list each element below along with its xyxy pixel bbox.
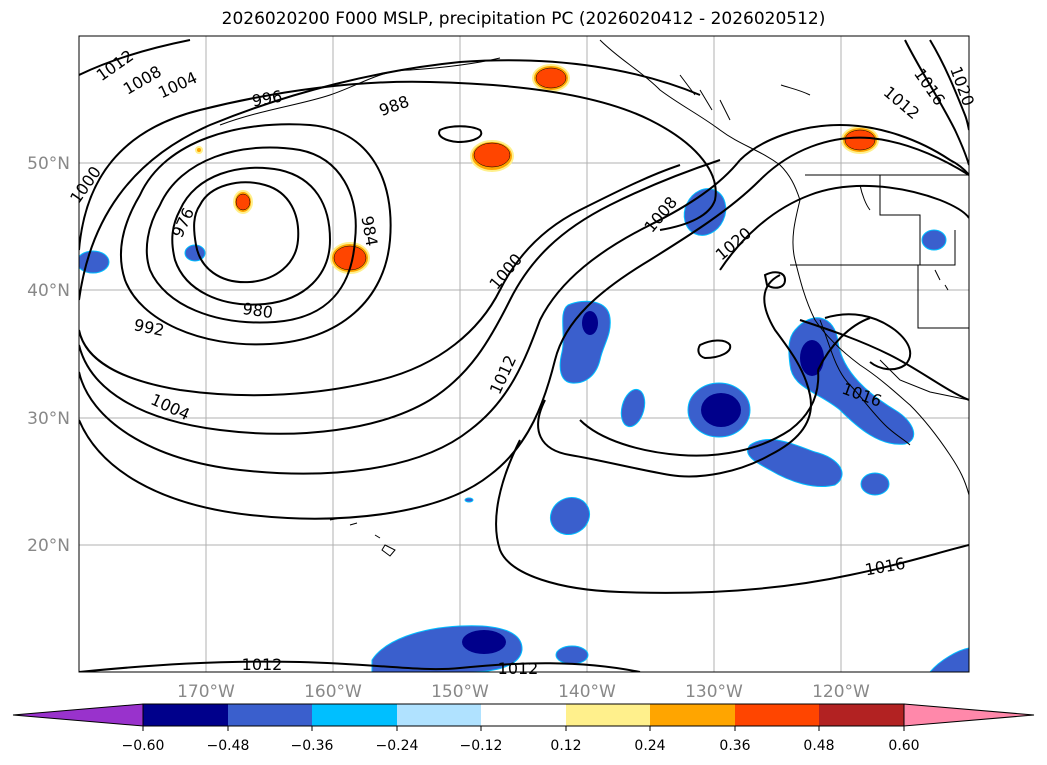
colorbar-segment bbox=[650, 704, 735, 726]
lon-label: 160°W bbox=[304, 682, 362, 702]
colorbar-segment bbox=[143, 704, 228, 726]
map-title: 2026020200 F000 MSLP, precipitation PC (… bbox=[221, 9, 826, 29]
colorbar-tick: 0.12 bbox=[550, 738, 581, 754]
lon-label: 130°W bbox=[685, 682, 743, 702]
colorbar-segment bbox=[312, 704, 397, 726]
contour-label: 980 bbox=[241, 299, 274, 322]
colorbar-segment bbox=[566, 704, 650, 726]
colorbar-tick: 0.24 bbox=[634, 738, 665, 754]
precip-negative-areas bbox=[79, 188, 969, 672]
colorbar: −0.60 −0.48 −0.36 −0.24 −0.12 0.12 0.24 … bbox=[12, 703, 1035, 754]
colorbar-extend-low bbox=[12, 703, 144, 727]
colorbar-tick: 0.48 bbox=[803, 738, 834, 754]
colorbar-tick: −0.48 bbox=[207, 738, 250, 754]
lon-label: 150°W bbox=[431, 682, 489, 702]
lon-label: 170°W bbox=[177, 682, 235, 702]
colorbar-segment bbox=[819, 704, 904, 726]
lat-label: 40°N bbox=[27, 281, 70, 301]
colorbar-segment bbox=[228, 704, 312, 726]
lat-label: 30°N bbox=[27, 409, 70, 429]
colorbar-tick: −0.12 bbox=[460, 738, 503, 754]
colorbar-tick: −0.60 bbox=[122, 738, 165, 754]
colorbar-tick: −0.36 bbox=[291, 738, 334, 754]
latitude-labels: 50°N 40°N 30°N 20°N bbox=[27, 154, 70, 556]
lat-label: 50°N bbox=[27, 154, 70, 174]
colorbar-extend-high bbox=[903, 703, 1035, 727]
lat-label: 20°N bbox=[27, 536, 70, 556]
colorbar-tick: 0.60 bbox=[888, 738, 919, 754]
lon-label: 120°W bbox=[812, 682, 870, 702]
colorbar-tick: −0.24 bbox=[376, 738, 419, 754]
lon-label: 140°W bbox=[558, 682, 616, 702]
mslp-isobars bbox=[79, 39, 969, 672]
contour-label: 1012 bbox=[498, 659, 539, 678]
colorbar-tick: 0.36 bbox=[719, 738, 750, 754]
precip-positive-areas bbox=[195, 64, 879, 274]
longitude-labels: 170°W 160°W 150°W 140°W 130°W 120°W bbox=[177, 682, 870, 702]
colorbar-segment bbox=[735, 704, 819, 726]
contour-label: 1012 bbox=[242, 655, 283, 674]
colorbar-segment bbox=[397, 704, 481, 726]
map-border bbox=[78, 35, 970, 673]
colorbar-segment bbox=[481, 704, 566, 726]
